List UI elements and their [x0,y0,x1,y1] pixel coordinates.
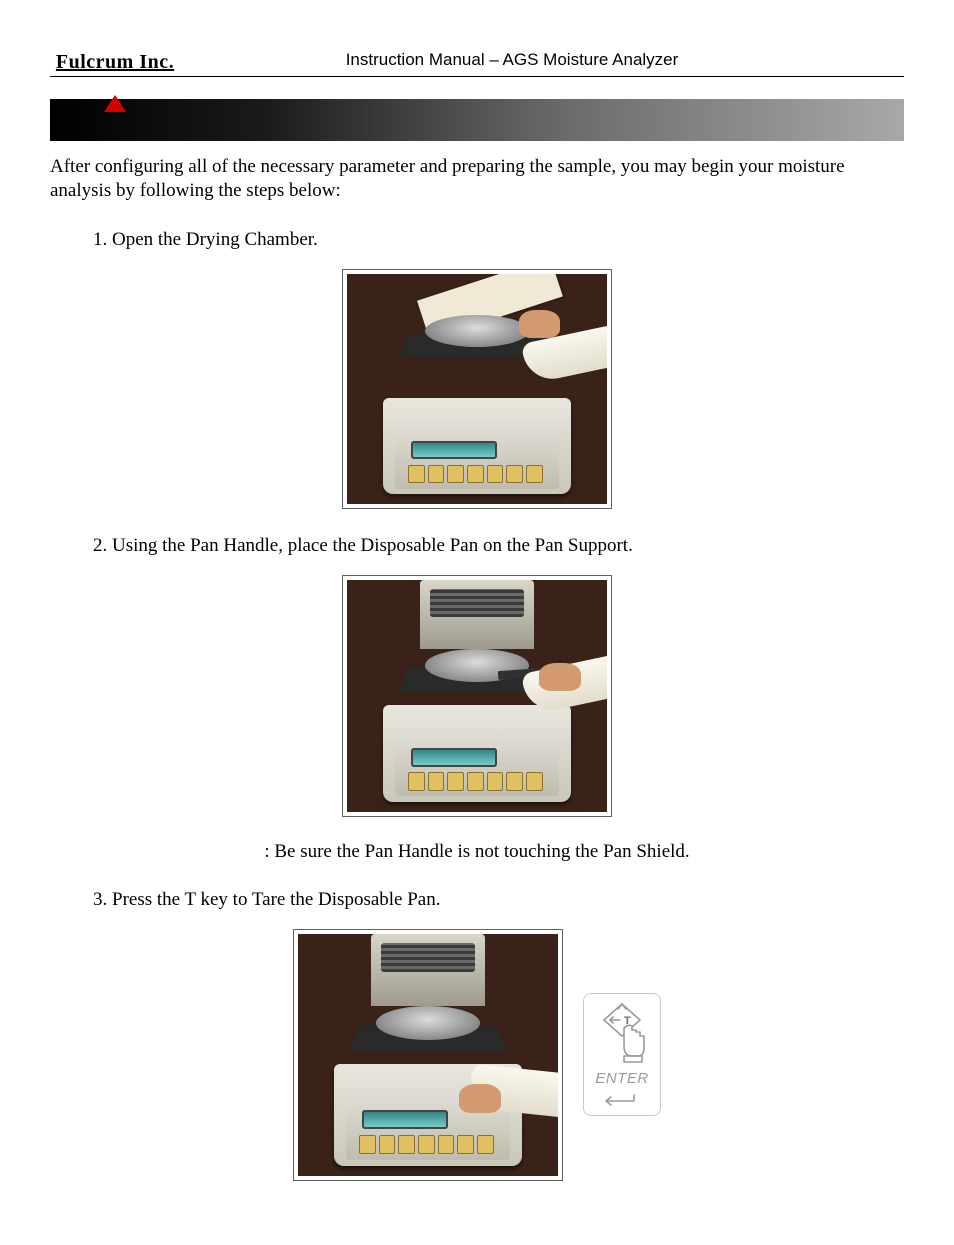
intro-paragraph: After configuring all of the necessary p… [50,155,904,203]
steps-list-3: Press the T key to Tare the Disposable P… [50,889,904,911]
manual-title: Instruction Manual – AGS Moisture Analyz… [180,50,904,74]
tare-key-icon: T [594,1002,650,1064]
section-heading-band [50,99,904,141]
step-3-text: Press the T key to Tare the Disposable P… [112,889,440,910]
figure-3-frame [293,929,563,1181]
note-text: : Be sure the Pan Handle is not touching… [264,841,689,862]
tare-key-card: T ENTER [583,993,661,1116]
figure-1-frame [342,269,612,509]
logo-triangle-icon [104,95,126,112]
step-3: Press the T key to Tare the Disposable P… [112,889,904,911]
figure-3-press-tare [298,934,558,1176]
figure-1-open-chamber [347,274,607,504]
step-2: Using the Pan Handle, place the Disposab… [112,535,904,557]
step-1-text: Open the Drying Chamber. [112,229,318,250]
company-logo: Fulcrum Inc. [50,51,180,74]
figure-2-frame [342,575,612,817]
page-header: Fulcrum Inc. Instruction Manual – AGS Mo… [50,50,904,77]
figure-1-row [50,269,904,509]
back-arrow-icon [598,1093,646,1109]
steps-list-2: Using the Pan Handle, place the Disposab… [50,535,904,557]
pan-handle-note: : Be sure the Pan Handle is not touching… [50,841,904,863]
step-1: Open the Drying Chamber. [112,229,904,251]
figure-3-row: T ENTER [50,929,904,1181]
steps-list: Open the Drying Chamber. [50,229,904,251]
figure-2-place-pan [347,580,607,812]
keycard-label: ENTER [595,1070,648,1087]
step-2-text: Using the Pan Handle, place the Disposab… [112,535,633,556]
figure-2-row [50,575,904,817]
company-name: Fulcrum Inc. [56,51,174,74]
